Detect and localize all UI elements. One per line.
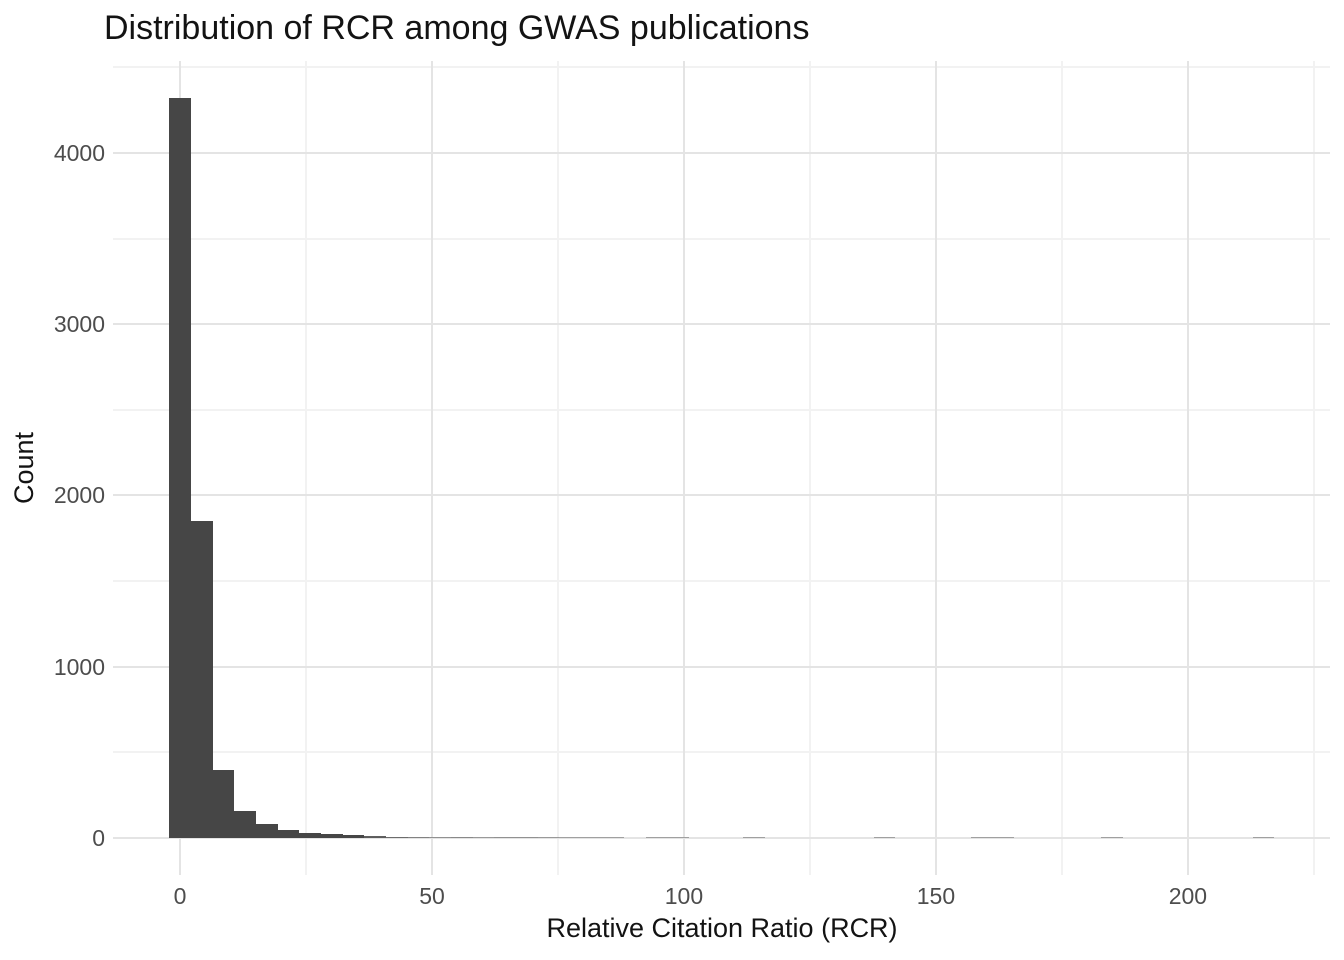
histogram-bar — [1100, 836, 1123, 838]
gridline-x-minor — [1312, 61, 1315, 875]
y-tick-label: 4000 — [53, 139, 105, 166]
histogram-bar — [667, 836, 690, 838]
histogram-bar — [190, 521, 213, 838]
y-tick-label: 2000 — [53, 482, 105, 509]
histogram-bar — [1252, 836, 1275, 838]
histogram-bar — [385, 836, 408, 838]
gridline-x-minor — [556, 61, 559, 875]
gridline-x-minor — [305, 61, 307, 875]
histogram-bar — [364, 836, 386, 838]
x-tick-label: 150 — [916, 883, 956, 909]
x-axis-title: Relative Citation Ratio (RCR) — [546, 913, 898, 943]
gridline-x-major — [934, 61, 937, 875]
histogram-bar — [602, 836, 625, 838]
histogram-bar — [212, 769, 235, 838]
histogram-bar — [255, 824, 278, 838]
gridline-y-minor — [113, 580, 1330, 583]
gridline-x-minor — [1060, 61, 1063, 875]
histogram-bar — [537, 836, 560, 838]
plot-area — [113, 61, 1330, 875]
histogram-bar — [342, 835, 365, 838]
histogram-bar — [580, 836, 603, 838]
histogram-bar — [299, 832, 321, 838]
gridline-y-major — [113, 323, 1330, 326]
gridline-x-major — [682, 61, 685, 875]
gridline-y-major — [113, 151, 1330, 154]
histogram-bar — [515, 836, 538, 838]
gridline-y-minor — [113, 751, 1330, 754]
histogram-bar — [970, 836, 993, 838]
gridline-x-major — [430, 61, 433, 875]
y-axis-title: Count — [9, 431, 39, 505]
histogram-bar — [169, 98, 191, 838]
y-tick-label: 0 — [92, 825, 105, 851]
gridline-y-minor — [113, 237, 1330, 240]
gridline-y-major — [113, 494, 1330, 497]
y-tick-label: 3000 — [53, 311, 105, 338]
histogram-bar — [992, 836, 1015, 838]
y-tick-label: 1000 — [53, 653, 105, 680]
histogram-bar — [450, 836, 473, 838]
histogram-bar — [559, 836, 581, 838]
gridline-y-minor — [113, 66, 1330, 69]
gridline-y-major — [113, 665, 1330, 668]
x-tick-label: 0 — [173, 883, 187, 909]
histogram-bar — [320, 834, 343, 838]
histogram-bar — [472, 836, 495, 838]
histogram-bar — [873, 836, 896, 838]
histogram-bar — [277, 829, 300, 838]
histogram-bar — [429, 836, 451, 838]
x-tick-label: 200 — [1168, 883, 1208, 909]
histogram-bar — [743, 836, 765, 838]
gridline-y-minor — [113, 408, 1330, 411]
gridline-y-major — [113, 837, 1330, 839]
x-tick-label: 100 — [664, 883, 704, 909]
histogram-bar — [407, 836, 430, 838]
gridline-x-minor — [808, 61, 811, 875]
x-tick-label: 50 — [419, 883, 445, 909]
histogram-bar — [494, 836, 516, 838]
plot-title: Distribution of RCR among GWAS publicati… — [104, 9, 810, 47]
histogram-bar — [234, 810, 256, 838]
histogram-bar — [645, 836, 668, 838]
gridline-x-major — [1186, 61, 1189, 875]
